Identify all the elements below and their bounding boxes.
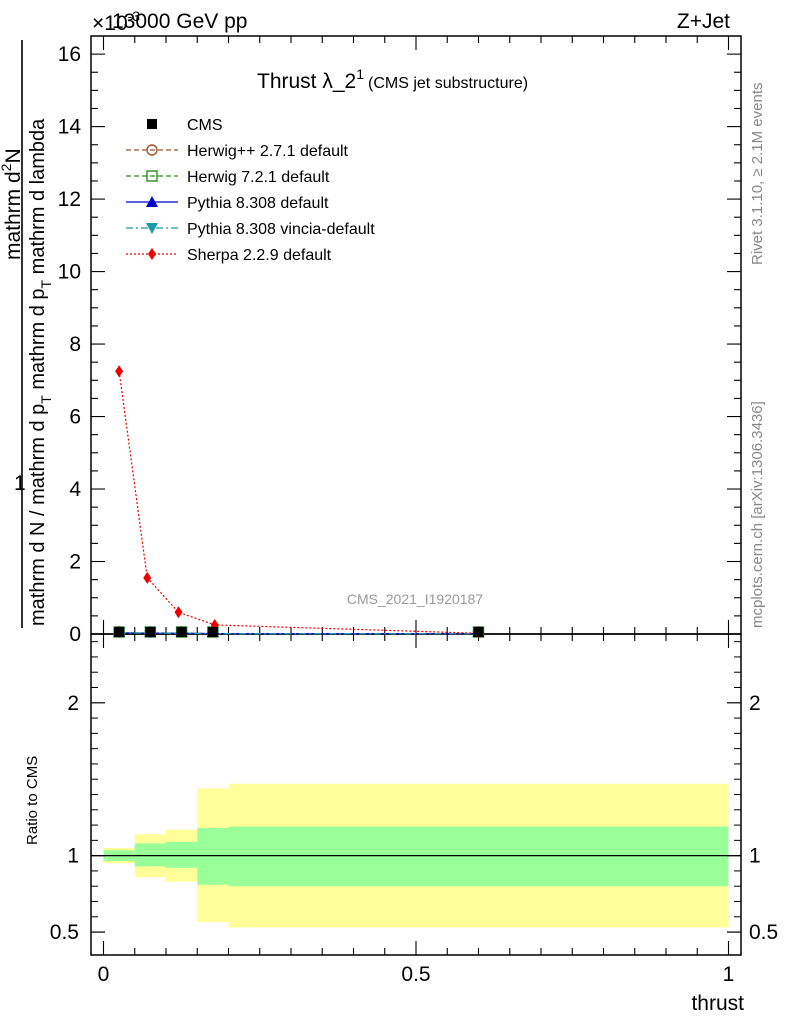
ylabel-one: 1: [14, 472, 26, 495]
ratio-inner-band-1: [134, 843, 166, 867]
series-2: [113, 626, 485, 638]
series-5-point-0: [115, 365, 124, 378]
series-0-point-1: [145, 627, 156, 637]
ratio-ytick-label-right-0: 0.5: [749, 921, 778, 944]
ratio-ytick-label-left-1: 1: [67, 845, 79, 868]
main-ytick-label-3: 6: [69, 406, 81, 429]
ylabel-denominator: mathrm d N / mathrm d pT mathrm d pT mat…: [27, 118, 54, 626]
main-ytick-label-4: 8: [69, 333, 81, 356]
ratio-ytick-label-left-0: 0.5: [50, 921, 79, 944]
legend-marker-0: [147, 119, 157, 129]
series-0-point-3: [207, 627, 218, 637]
legend-marker-1: [146, 144, 158, 156]
ratio-xtick-label-2: 1: [723, 963, 735, 986]
legend-marker-2: [146, 170, 158, 182]
series-0: [114, 627, 484, 637]
main-ytick-label-0: 0: [69, 623, 81, 646]
series-0-point-4: [473, 627, 484, 637]
legend-label-1: Herwig++ 2.7.1 default: [187, 143, 349, 160]
legend-marker-5: [148, 248, 156, 260]
ratio-panel: 0.5 0.5 1 1 2 2 0 0.5 1: [50, 633, 778, 986]
legend-label-0: CMS: [187, 117, 223, 134]
legend-marker-3: [146, 196, 158, 207]
main-ytick-label-2: 4: [69, 478, 81, 501]
ratio-ylabel: Ratio to CMS: [24, 756, 41, 845]
legend-label-3: Pythia 8.308 default: [187, 195, 329, 212]
legend-entry-5: Sherpa 2.2.9 default: [126, 247, 332, 264]
ratio-inner-band-3: [197, 828, 229, 885]
series-0-point-0: [114, 627, 125, 637]
analysis-watermark: CMS_2021_I1920187: [347, 591, 483, 607]
legend-label-4: Pythia 8.308 vincia-default: [187, 221, 375, 238]
legend: CMS Herwig++ 2.7.1 default Herwig 7.2.1 de…: [126, 117, 375, 264]
ratio-ytick-label-right-2: 2: [749, 692, 761, 715]
ratio-inner-band-4: [228, 826, 729, 887]
main-ytick-label-8: 16: [58, 43, 81, 66]
rivet-label: Rivet 3.1.10, ≥ 2.1M events: [749, 83, 766, 266]
legend-entry-4: Pythia 8.308 vincia-default: [126, 221, 375, 238]
series-line-5: [118, 371, 479, 634]
series-0-point-2: [176, 627, 187, 637]
main-ylabel: 1 mathrm d2N mathrm d N / mathrm d pT ma…: [0, 40, 54, 628]
main-ytick-label-5: 10: [58, 261, 81, 284]
legend-entry-3: Pythia 8.308 default: [126, 195, 329, 212]
ratio-xlabel: thrust: [691, 992, 744, 1015]
main-panel: 0 2 4 6 8 10 12 14 16: [58, 35, 742, 646]
main-ytick-label-1: 2: [69, 551, 81, 574]
legend-entry-1: Herwig++ 2.7.1 default: [126, 143, 349, 160]
series-1: [113, 626, 485, 638]
ratio-inner-band-2: [166, 841, 198, 868]
ratio-ytick-label-right-1: 1: [749, 845, 761, 868]
legend-marker-4: [146, 223, 158, 234]
ratio-ytick-label-left-2: 2: [67, 692, 79, 715]
legend-label-5: Sherpa 2.2.9 default: [187, 247, 332, 264]
ylabel-numerator: mathrm d2N: [0, 148, 25, 260]
series-5-point-2: [174, 606, 183, 619]
legend-entry-0: CMS: [147, 117, 223, 134]
legend-label-2: Herwig 7.2.1 default: [187, 169, 330, 186]
main-ytick-label-7: 14: [58, 116, 82, 139]
mcplots-label: mcplots.cern.ch [arXiv:1306.3436]: [749, 401, 766, 628]
series-5-point-1: [143, 571, 152, 584]
energy-label: 13000 GeV pp: [112, 10, 247, 33]
legend-entry-2: Herwig 7.2.1 default: [126, 169, 330, 186]
ratio-xtick-label-0: 0: [98, 963, 110, 986]
process-label: Z+Jet: [677, 10, 730, 33]
ratio-xtick-label-1: 0.5: [401, 963, 430, 986]
main-ytick-label-6: 12: [58, 188, 81, 211]
series-4: [113, 627, 485, 638]
exponent-label: ×10-3: [92, 8, 140, 35]
plot-title: Thrust λ_21(CMS jet substructure): [257, 66, 528, 93]
